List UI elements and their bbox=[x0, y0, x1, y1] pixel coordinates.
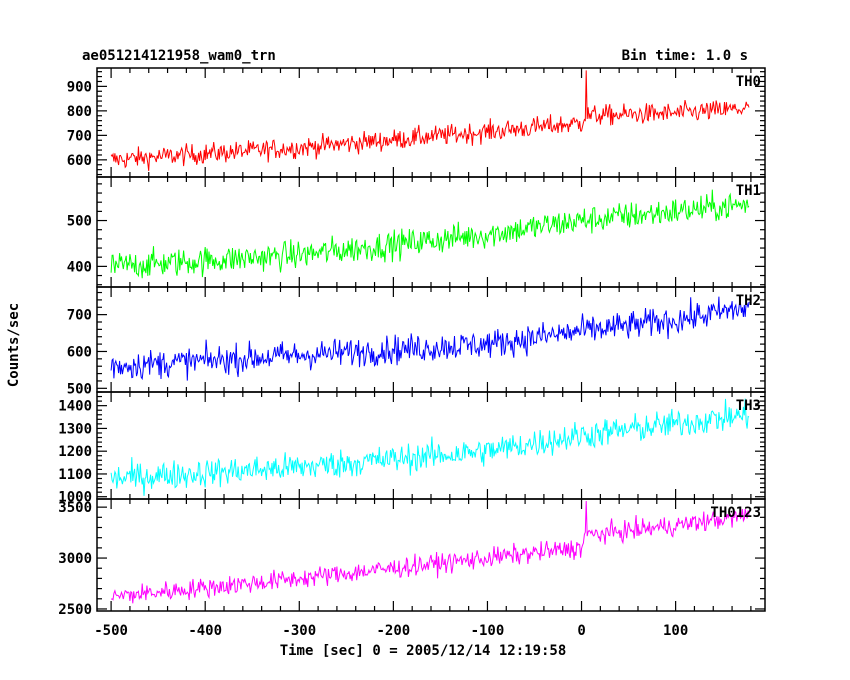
panel-label: TH3 bbox=[736, 398, 761, 414]
series-line-th0123 bbox=[110, 500, 750, 604]
panel-th2: TH2 500 600 700 bbox=[67, 286, 766, 397]
y-tick-label: 800 bbox=[67, 104, 92, 120]
x-tick-label: 0 bbox=[577, 623, 585, 639]
panels-group: TH0 600 700 800 900 TH1 400 500 TH2 500 600 700 TH3 1… bbox=[58, 67, 766, 618]
panel-th0123: TH0123 2500 3000 3500 bbox=[58, 498, 766, 618]
y-tick-label: 3500 bbox=[58, 500, 92, 516]
x-tick-label: -400 bbox=[188, 623, 222, 639]
y-tick-label: 700 bbox=[67, 308, 92, 324]
y-axis-label: Counts/sec bbox=[6, 303, 22, 387]
y-tick-label: 3000 bbox=[58, 551, 92, 567]
chart-title: ae051214121958_wam0_trn bbox=[82, 48, 276, 64]
x-tick-label: -200 bbox=[377, 623, 411, 639]
x-axis: -500 -400 -300 -200 -100 0 100 bbox=[94, 623, 688, 639]
bin-time-label: Bin time: 1.0 s bbox=[622, 48, 748, 64]
x-tick-label: -500 bbox=[94, 623, 128, 639]
panel-th3: TH3 1000 1100 1200 1300 1400 bbox=[58, 391, 766, 506]
x-tick-label: -100 bbox=[471, 623, 505, 639]
series-line-th0 bbox=[110, 70, 750, 171]
y-tick-label: 600 bbox=[67, 344, 92, 360]
y-tick-label: 1000 bbox=[58, 490, 92, 506]
y-tick-label: 1200 bbox=[58, 444, 92, 460]
panel-label: TH0 bbox=[736, 74, 761, 90]
series-line-th2 bbox=[110, 296, 750, 381]
y-tick-label: 500 bbox=[67, 214, 92, 230]
y-tick-label: 600 bbox=[67, 153, 92, 169]
panel-frame bbox=[96, 176, 766, 288]
y-tick-label: 700 bbox=[67, 128, 92, 144]
y-tick-label: 900 bbox=[67, 79, 92, 95]
y-tick-label: 2500 bbox=[58, 602, 92, 618]
panel-label: TH0123 bbox=[710, 505, 761, 521]
y-tick-label: 400 bbox=[67, 259, 92, 275]
y-tick-label: 1400 bbox=[58, 399, 92, 415]
panel-th0: TH0 600 700 800 900 bbox=[67, 67, 766, 178]
series-line-th1 bbox=[110, 189, 750, 279]
x-tick-label: 100 bbox=[663, 623, 688, 639]
panel-label: TH1 bbox=[736, 183, 761, 199]
y-tick-label: 500 bbox=[67, 381, 92, 397]
panel-label: TH2 bbox=[736, 293, 761, 309]
x-axis-label: Time [sec] 0 = 2005/12/14 12:19:58 bbox=[280, 643, 567, 659]
panel-th1: TH1 400 500 bbox=[67, 176, 766, 288]
series-line-th3 bbox=[110, 398, 750, 496]
y-tick-label: 1300 bbox=[58, 421, 92, 437]
y-tick-label: 1100 bbox=[58, 467, 92, 483]
x-tick-label: -300 bbox=[282, 623, 316, 639]
panel-frame bbox=[96, 286, 766, 393]
